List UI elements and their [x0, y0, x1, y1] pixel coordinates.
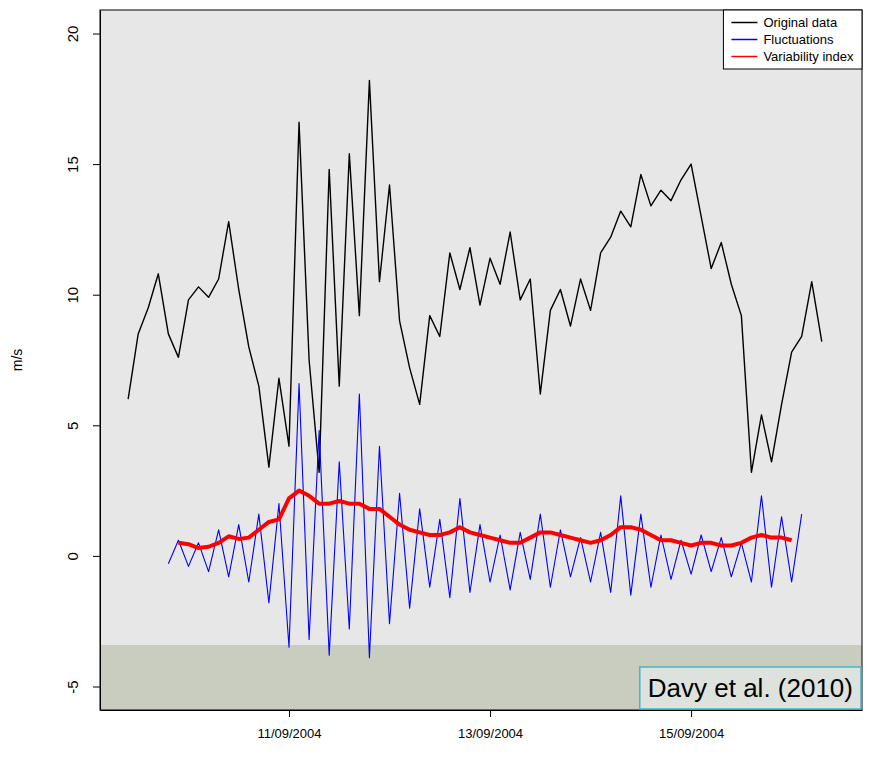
- y-tick-mark: [93, 556, 100, 557]
- x-tick: 15/09/2004: [659, 710, 724, 741]
- legend-swatch: [731, 39, 757, 41]
- legend-box: [723, 10, 862, 69]
- x-tick-label: 11/09/2004: [257, 726, 321, 741]
- y-tick-label: 10: [64, 287, 81, 304]
- y-tick: 10: [64, 287, 100, 304]
- y-tick: -5: [64, 680, 100, 693]
- annotation-text: Davy et al. (2010): [648, 673, 853, 703]
- y-tick: 20: [64, 26, 100, 43]
- x-axis: 11/09/2004 13/09/2004 15/09/2004: [101, 710, 863, 741]
- x-tick-mark: [289, 710, 290, 717]
- y-axis: -5 0 5 10 15 20: [64, 11, 101, 711]
- series-line: [168, 384, 801, 658]
- y-axis-title: m/s: [9, 349, 25, 372]
- annotation-box: [640, 667, 861, 709]
- y-tick-mark: [93, 34, 100, 35]
- plot-background: [100, 10, 862, 710]
- y-tick-label: 0: [64, 552, 81, 560]
- series-line: [128, 81, 822, 473]
- x-tick: 13/09/2004: [458, 710, 523, 741]
- y-tick: 15: [64, 156, 100, 173]
- y-tick-label: 20: [64, 26, 81, 43]
- chart: 11/09/2004 13/09/2004 15/09/2004 -5 0 5 10 15 20…: [0, 0, 870, 759]
- legend-label: Fluctuations: [763, 32, 834, 47]
- x-axis-line: [101, 710, 863, 711]
- legend-label: Original data: [763, 15, 837, 30]
- series-line: [178, 491, 791, 548]
- x-tick: 11/09/2004: [257, 710, 321, 741]
- x-tick-label: 15/09/2004: [659, 726, 724, 741]
- y-axis-line: [100, 11, 101, 711]
- y-tick-mark: [93, 164, 100, 165]
- y-tick: 0: [64, 552, 100, 560]
- plot-ground: [100, 645, 862, 710]
- x-tick-mark: [691, 710, 692, 717]
- lines: [128, 81, 822, 658]
- legend-label: Variability index: [763, 49, 854, 64]
- legend-swatch: [731, 22, 757, 24]
- y-tick-mark: [93, 295, 100, 296]
- y-tick-label: 15: [64, 156, 81, 173]
- plot-frame: [100, 10, 862, 710]
- y-tick-label: -5: [64, 680, 81, 693]
- y-tick: 5: [64, 422, 100, 430]
- y-tick-mark: [93, 686, 100, 687]
- x-tick-label: 13/09/2004: [458, 726, 523, 741]
- annotation: Davy et al. (2010): [640, 667, 861, 709]
- legend: Original data Fluctuations Variability ind…: [723, 10, 862, 69]
- y-tick-label: 5: [64, 422, 81, 430]
- legend-swatch: [731, 56, 757, 58]
- y-tick-mark: [93, 425, 100, 426]
- x-tick-mark: [490, 710, 491, 717]
